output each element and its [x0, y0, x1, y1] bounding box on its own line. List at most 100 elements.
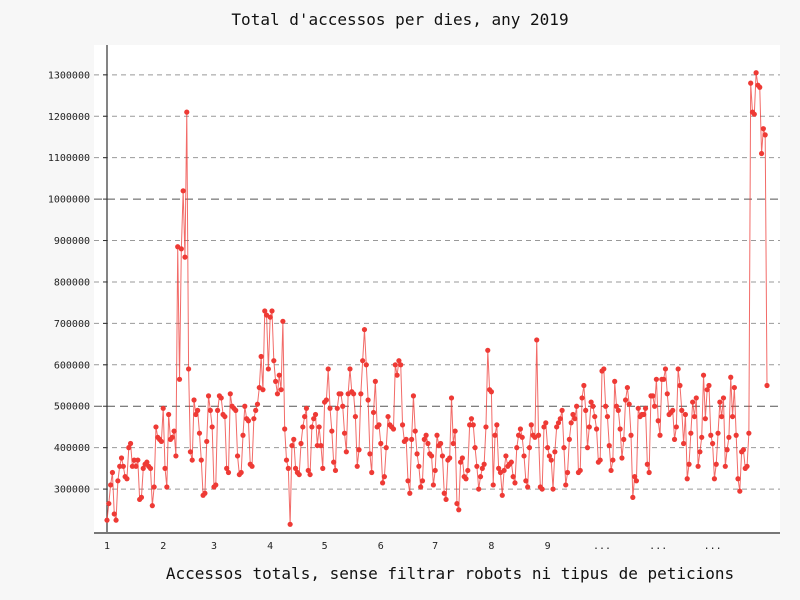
- data-point: [298, 440, 304, 447]
- data-point: [670, 407, 676, 413]
- data-point: [307, 471, 313, 478]
- data-point: [691, 413, 698, 420]
- data-point: [341, 430, 348, 436]
- data-point: [138, 494, 145, 500]
- data-point: [178, 246, 184, 252]
- data-point: [269, 308, 275, 314]
- data-point: [548, 457, 554, 463]
- data-point: [398, 362, 404, 368]
- data-point: [271, 358, 277, 364]
- data-point: [626, 401, 632, 407]
- data-point: [635, 405, 641, 411]
- data-point: [521, 453, 527, 459]
- data-point: [733, 432, 739, 438]
- data-point: [695, 463, 701, 469]
- data-point: [699, 434, 705, 440]
- data-point: [608, 467, 614, 474]
- data-point: [196, 430, 203, 436]
- data-point: [260, 387, 266, 393]
- data-point: [376, 422, 382, 428]
- data-point: [525, 484, 531, 490]
- data-point: [622, 397, 629, 403]
- data-point: [503, 453, 509, 459]
- data-point: [546, 453, 553, 459]
- data-point: [225, 469, 232, 476]
- data-point: [115, 478, 121, 484]
- data-point: [162, 465, 168, 471]
- data-point: [329, 428, 335, 434]
- data-point: [554, 424, 560, 430]
- data-point: [309, 424, 315, 430]
- data-point: [519, 434, 525, 440]
- x-tick-label: 7: [432, 541, 438, 552]
- x-tick-label: 5: [322, 541, 328, 552]
- data-point: [113, 517, 119, 523]
- data-point: [403, 436, 409, 442]
- data-point: [632, 474, 638, 480]
- data-point: [428, 453, 435, 459]
- data-point: [278, 387, 284, 393]
- data-point: [439, 453, 446, 459]
- data-point: [124, 476, 130, 482]
- data-point: [303, 405, 310, 411]
- data-point: [242, 403, 248, 409]
- data-point: [523, 478, 529, 484]
- data-point: [485, 347, 491, 353]
- data-point: [612, 378, 618, 384]
- data-point: [164, 484, 170, 490]
- data-point: [512, 480, 518, 486]
- data-point: [133, 463, 139, 469]
- data-point: [385, 413, 391, 420]
- data-point: [726, 434, 732, 440]
- data-point: [108, 482, 114, 488]
- data-point: [568, 420, 574, 426]
- x-tick-label: 2: [160, 541, 166, 552]
- data-point: [189, 457, 195, 463]
- data-point: [410, 393, 417, 399]
- data-point: [338, 391, 344, 397]
- data-point: [711, 476, 718, 482]
- data-point: [653, 376, 659, 382]
- x-tick-label: 4: [267, 541, 273, 552]
- data-point: [603, 403, 609, 409]
- data-point: [318, 442, 324, 449]
- data-point: [147, 465, 154, 471]
- data-point: [586, 424, 592, 430]
- data-point: [331, 459, 337, 465]
- y-tick-label: 600000: [54, 360, 90, 371]
- data-point: [227, 391, 233, 397]
- data-point: [434, 432, 440, 438]
- data-point: [432, 467, 438, 474]
- data-point: [534, 337, 540, 343]
- y-tick-label: 700000: [54, 319, 90, 330]
- data-point: [454, 500, 460, 507]
- data-point: [249, 463, 255, 469]
- data-point: [476, 486, 482, 492]
- data-point: [109, 469, 116, 476]
- data-point: [327, 405, 333, 411]
- data-point: [204, 438, 210, 445]
- data-point: [311, 416, 317, 422]
- data-point: [443, 496, 449, 503]
- y-tick-label: 1100000: [48, 153, 90, 164]
- data-point: [606, 442, 612, 449]
- data-point: [314, 442, 320, 449]
- y-tick-label: 1000000: [48, 195, 90, 206]
- data-point: [740, 447, 747, 453]
- data-point: [120, 463, 126, 469]
- data-point: [496, 465, 502, 471]
- data-point: [106, 500, 112, 507]
- data-point: [481, 461, 487, 467]
- data-point: [140, 465, 146, 471]
- data-point: [619, 455, 625, 461]
- plot-area: [94, 45, 780, 533]
- data-point: [724, 447, 730, 453]
- data-point: [610, 457, 616, 463]
- data-point: [352, 413, 359, 420]
- data-point: [746, 430, 752, 436]
- data-point: [144, 459, 150, 465]
- data-point: [358, 391, 364, 397]
- data-point: [550, 486, 556, 492]
- data-point: [234, 453, 241, 459]
